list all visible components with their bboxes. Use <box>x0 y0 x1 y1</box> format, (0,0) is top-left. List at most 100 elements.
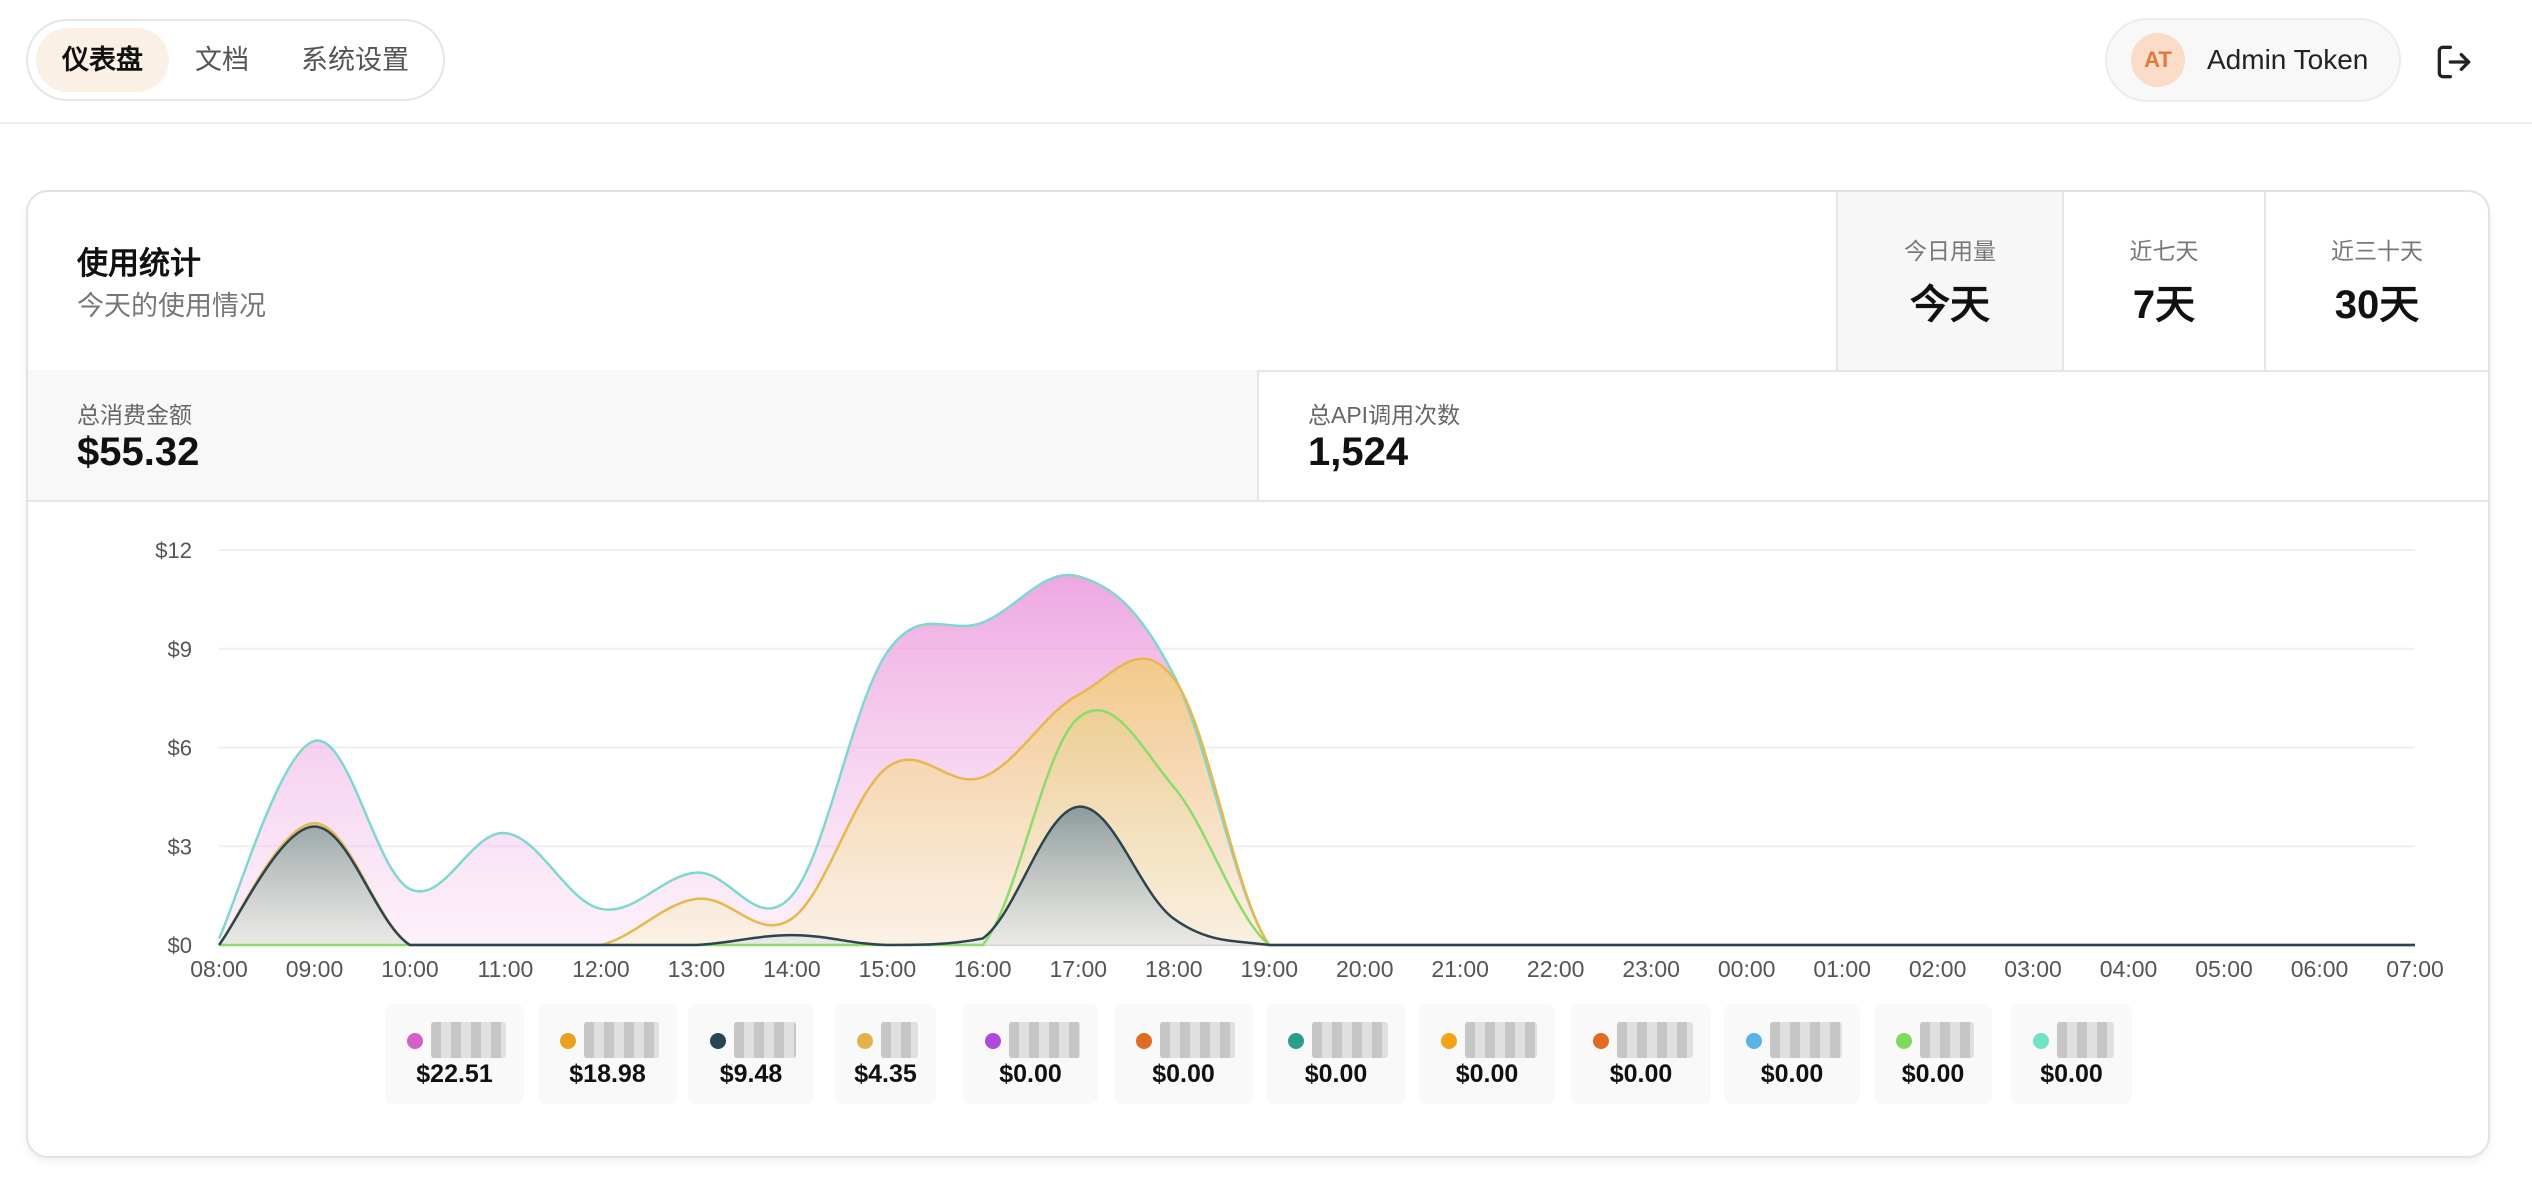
stat-value: $55.32 <box>77 430 200 474</box>
nav-item-docs[interactable]: 文档 <box>195 45 249 75</box>
redacted-model-name <box>734 1022 796 1058</box>
legend-item[interactable]: $0.00 <box>1724 1004 1860 1104</box>
legend-item[interactable]: $0.00 <box>963 1004 1098 1104</box>
legend-item[interactable]: $18.98 <box>538 1004 677 1104</box>
legend-item[interactable]: $22.51 <box>385 1004 524 1104</box>
range-tab-today[interactable]: 今日用量 今天 <box>1836 192 2062 370</box>
legend-item[interactable]: $0.00 <box>2011 1004 2132 1104</box>
x-tick-label: 03:00 <box>2004 956 2062 982</box>
redacted-model-name <box>1009 1022 1080 1058</box>
x-tick-label: 23:00 <box>1622 956 1680 982</box>
nav-item-dashboard[interactable]: 仪表盘 <box>36 28 169 92</box>
usage-subtitle: 今天的使用情况 <box>77 291 266 321</box>
range-tab-30d[interactable]: 近三十天 30天 <box>2264 192 2488 370</box>
legend-amount: $18.98 <box>569 1060 646 1088</box>
stat-value: 1,524 <box>1308 430 1409 474</box>
legend-amount: $4.35 <box>854 1060 917 1088</box>
chart-legend: $22.51 $18.98 $9.48 $4.35 $0.00 $0.00 $0.00 $0.… <box>0 1004 2532 1114</box>
legend-item[interactable]: $0.00 <box>1266 1004 1406 1104</box>
legend-color-dot <box>710 1033 726 1049</box>
legend-color-dot <box>1441 1033 1457 1049</box>
range-tab-label: 今日用量 <box>1904 238 1996 264</box>
y-tick-label: $0 <box>168 933 192 958</box>
legend-amount: $9.48 <box>719 1060 783 1088</box>
redacted-model-name <box>1920 1022 1974 1058</box>
series-line-4 <box>218 805 2415 947</box>
logout-icon <box>2437 45 2471 79</box>
legend-color-dot <box>1593 1033 1609 1049</box>
legend-amount: $0.00 <box>2040 1060 2103 1088</box>
legend-color-dot <box>1746 1033 1762 1049</box>
series-area-total <box>219 574 2415 945</box>
legend-item[interactable]: $9.48 <box>688 1004 814 1104</box>
range-tab-7d[interactable]: 近七天 7天 <box>2062 192 2264 370</box>
x-tick-label: 15:00 <box>859 956 917 982</box>
legend-item[interactable]: $0.00 <box>1114 1004 1253 1104</box>
y-tick-label: $6 <box>168 736 192 761</box>
redacted-model-name <box>584 1022 659 1058</box>
x-tick-label: 05:00 <box>2195 956 2253 982</box>
legend-item[interactable]: $0.00 <box>1419 1004 1555 1104</box>
y-tick-label: $9 <box>168 637 192 662</box>
legend-amount: $0.00 <box>999 1060 1062 1088</box>
avatar: AT <box>2131 33 2185 87</box>
legend-amount: $0.00 <box>1609 1060 1673 1088</box>
stat-label: 总消费金额 <box>77 402 192 428</box>
range-tabs: 今日用量 今天 近七天 7天 近三十天 30天 <box>1836 192 2488 370</box>
x-tick-label: 14:00 <box>763 956 821 982</box>
x-tick-label: 13:00 <box>668 956 726 982</box>
usage-title: 使用统计 <box>77 246 201 281</box>
legend-amount: $0.00 <box>1455 1060 1519 1088</box>
logout-button[interactable] <box>2432 40 2476 84</box>
x-tick-label: 21:00 <box>1431 956 1489 982</box>
range-tab-value: 30天 <box>2334 283 2420 327</box>
y-tick-label: $3 <box>168 834 192 859</box>
legend-amount: $0.00 <box>1304 1060 1368 1088</box>
y-tick-label: $12 <box>155 538 192 563</box>
usage-card-header: 使用统计 今天的使用情况 今日用量 今天 近七天 7天 近三十天 30天 <box>28 192 2488 372</box>
legend-color-dot <box>407 1033 423 1049</box>
legend-color-dot <box>985 1033 1001 1049</box>
range-tab-value: 今天 <box>1910 283 1990 327</box>
stats-row: 总消费金额 $55.32 总API调用次数 1,524 <box>28 370 2488 502</box>
legend-item[interactable]: $4.35 <box>835 1004 936 1104</box>
legend-amount: $0.00 <box>1152 1060 1215 1088</box>
usage-card: 使用统计 今天的使用情况 今日用量 今天 近七天 7天 近三十天 30天 总消费… <box>26 190 2490 1158</box>
range-tab-label: 近三十天 <box>2331 238 2423 264</box>
legend-item[interactable]: $0.00 <box>1874 1004 1992 1104</box>
x-tick-label: 09:00 <box>286 956 344 982</box>
x-tick-label: 12:00 <box>572 956 630 982</box>
x-tick-label: 18:00 <box>1145 956 1203 982</box>
x-tick-label: 10:00 <box>381 956 439 982</box>
x-tick-label: 02:00 <box>1909 956 1967 982</box>
user-menu[interactable]: AT Admin Token <box>2105 18 2401 102</box>
usage-area-chart: $0 $3 $6 $9 $12 08:00 09:00 10:00 11:00 12:00 13:0… <box>155 538 2444 982</box>
x-tick-label: 11:00 <box>478 956 534 982</box>
redacted-model-name <box>1160 1022 1235 1058</box>
redacted-model-name <box>2057 1022 2114 1058</box>
x-tick-label: 08:00 <box>190 956 248 982</box>
nav-item-settings[interactable]: 系统设置 <box>301 45 409 75</box>
stat-total-calls: 总API调用次数 1,524 <box>1259 370 2488 500</box>
redacted-model-name <box>1770 1022 1842 1058</box>
main-nav: 仪表盘 文档 系统设置 <box>26 19 445 101</box>
x-tick-label: 17:00 <box>1050 956 1108 982</box>
x-tick-label: 19:00 <box>1240 956 1298 982</box>
redacted-model-name <box>881 1022 918 1058</box>
redacted-model-name <box>1465 1022 1537 1058</box>
stat-total-cost: 总消费金额 $55.32 <box>28 370 1259 500</box>
legend-color-dot <box>1288 1033 1304 1049</box>
x-tick-label: 07:00 <box>2386 956 2444 982</box>
top-header: 仪表盘 文档 系统设置 AT Admin Token <box>0 0 2532 124</box>
legend-color-dot <box>1136 1033 1152 1049</box>
legend-color-dot <box>2033 1033 2049 1049</box>
redacted-model-name <box>1617 1022 1693 1058</box>
x-tick-label: 04:00 <box>2100 956 2158 982</box>
x-tick-label: 16:00 <box>954 956 1012 982</box>
legend-item[interactable]: $0.00 <box>1571 1004 1711 1104</box>
x-tick-label: 20:00 <box>1336 956 1394 982</box>
range-tab-value: 7天 <box>2132 283 2196 327</box>
legend-amount: $0.00 <box>1760 1060 1824 1088</box>
redacted-model-name <box>431 1022 506 1058</box>
x-tick-label: 01:00 <box>1813 956 1871 982</box>
